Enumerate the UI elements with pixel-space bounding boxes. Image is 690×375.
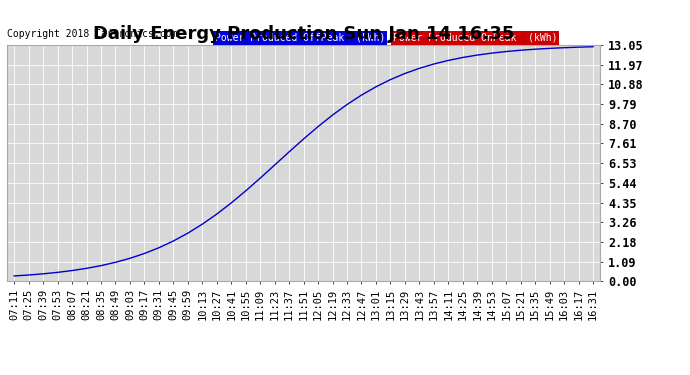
Text: Power Produced OffPeak  (kWh): Power Produced OffPeak (kWh) (215, 33, 385, 43)
Text: Copyright 2018 Cartronics.com: Copyright 2018 Cartronics.com (7, 29, 177, 39)
Title: Daily Energy Production Sun Jan 14 16:35: Daily Energy Production Sun Jan 14 16:35 (93, 26, 514, 44)
Text: Power Produced OnPeak  (kWh): Power Produced OnPeak (kWh) (393, 33, 557, 43)
